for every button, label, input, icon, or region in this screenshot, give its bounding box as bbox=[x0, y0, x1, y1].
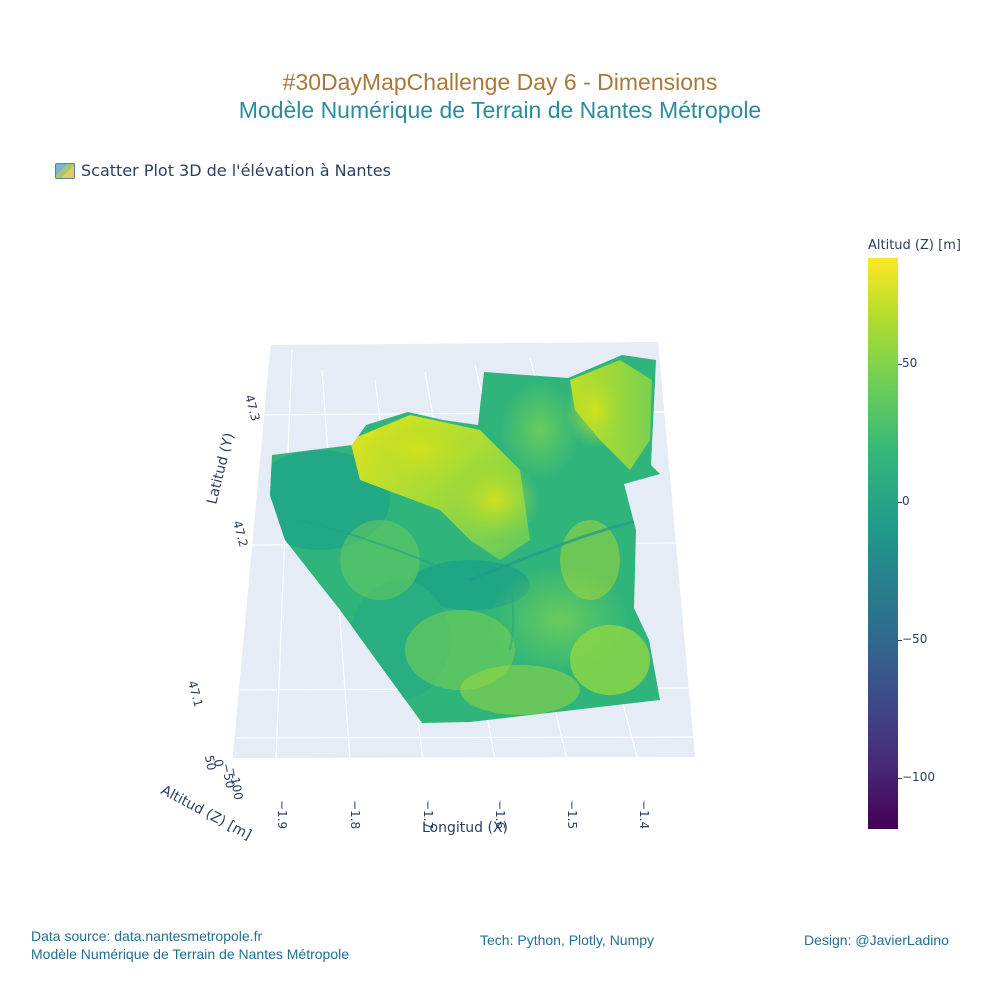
y-tick: 47.3 bbox=[242, 393, 262, 422]
colorbar-tickmark bbox=[898, 502, 902, 503]
z-tick: 0 bbox=[211, 758, 226, 768]
x-tick: −1.7 bbox=[421, 800, 435, 829]
chart-subtitle-text: Scatter Plot 3D de l'élévation à Nantes bbox=[81, 161, 391, 180]
x-tick: −1.8 bbox=[348, 800, 362, 829]
y-tick: 47.1 bbox=[185, 679, 205, 708]
colorbar-tick: 0 bbox=[902, 494, 910, 508]
footer-tech: Tech: Python, Plotly, Numpy bbox=[480, 932, 655, 948]
chart-subtitle: Scatter Plot 3D de l'élévation à Nantes bbox=[55, 161, 391, 180]
colorbar-gradient bbox=[868, 258, 898, 829]
footer-design: Design: @JavierLadino bbox=[804, 932, 949, 948]
colorbar-title: Altitud (Z) [m] bbox=[868, 238, 961, 253]
title-line-2: Modèle Numérique de Terrain de Nantes Mé… bbox=[238, 97, 762, 123]
x-tick: −1.6 bbox=[493, 800, 507, 829]
x-tick: −1.9 bbox=[275, 800, 289, 829]
x-axis-ticks: −1.9 −1.8 −1.7 −1.6 −1.5 −1.4 bbox=[275, 800, 651, 829]
y-tick: 47.2 bbox=[230, 519, 250, 548]
colorbar-tick: −100 bbox=[902, 770, 935, 784]
colorbar-tick: −50 bbox=[902, 632, 928, 646]
footer-source-line-1: Data source: data.nantesmetropole.fr bbox=[31, 928, 263, 944]
footer-source-line-2: Modèle Numérique de Terrain de Nantes Mé… bbox=[31, 946, 350, 962]
colorbar-tickmark bbox=[898, 364, 902, 365]
z-tick: 50 bbox=[202, 754, 218, 771]
y-axis-ticks: 47.3 47.2 47.1 bbox=[185, 393, 262, 708]
colorbar-tickmark bbox=[898, 778, 902, 779]
x-tick: −1.5 bbox=[565, 800, 579, 829]
y-axis-title: Latitud (Y) bbox=[204, 431, 237, 506]
x-tick: −1.4 bbox=[637, 800, 651, 829]
colorbar-tick: 50 bbox=[902, 356, 918, 370]
z-axis-ticks: 50 0 −50 −100 bbox=[202, 754, 246, 801]
x-axis-title: Longitud (X) bbox=[422, 820, 508, 836]
z-tick: −50 bbox=[219, 762, 237, 789]
title-line-1: #30DayMapChallenge Day 6 - Dimensions bbox=[282, 69, 718, 95]
z-tick: −100 bbox=[226, 766, 246, 801]
map-icon bbox=[55, 162, 75, 179]
colorbar-tickmark bbox=[898, 640, 902, 641]
